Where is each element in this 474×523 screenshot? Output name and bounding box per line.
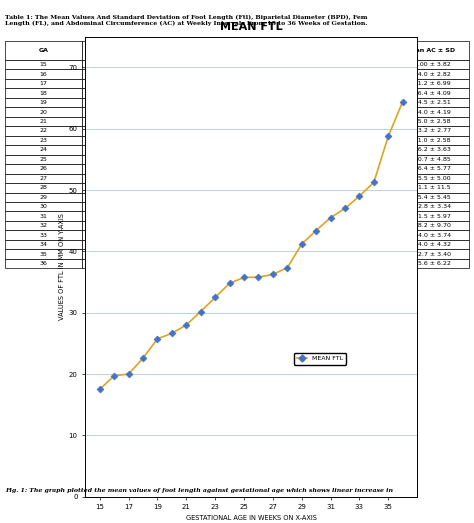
Title: MEAN FTL: MEAN FTL	[220, 21, 283, 32]
X-axis label: GESTATIONAL AGE IN WEEKS ON X-AXIS: GESTATIONAL AGE IN WEEKS ON X-AXIS	[186, 515, 317, 521]
Legend: MEAN FTL: MEAN FTL	[294, 353, 346, 365]
Text: Table 1: The Mean Values And Standard Deviation of Foot Length (Ftl), Biparietal: Table 1: The Mean Values And Standard De…	[5, 14, 367, 26]
Text: Fig. 1: The graph plotted the mean values of foot length against gestational age: Fig. 1: The graph plotted the mean value…	[5, 488, 393, 493]
Y-axis label: VALUES OF FTL IN MM ON Y-AXIS: VALUES OF FTL IN MM ON Y-AXIS	[58, 213, 64, 320]
